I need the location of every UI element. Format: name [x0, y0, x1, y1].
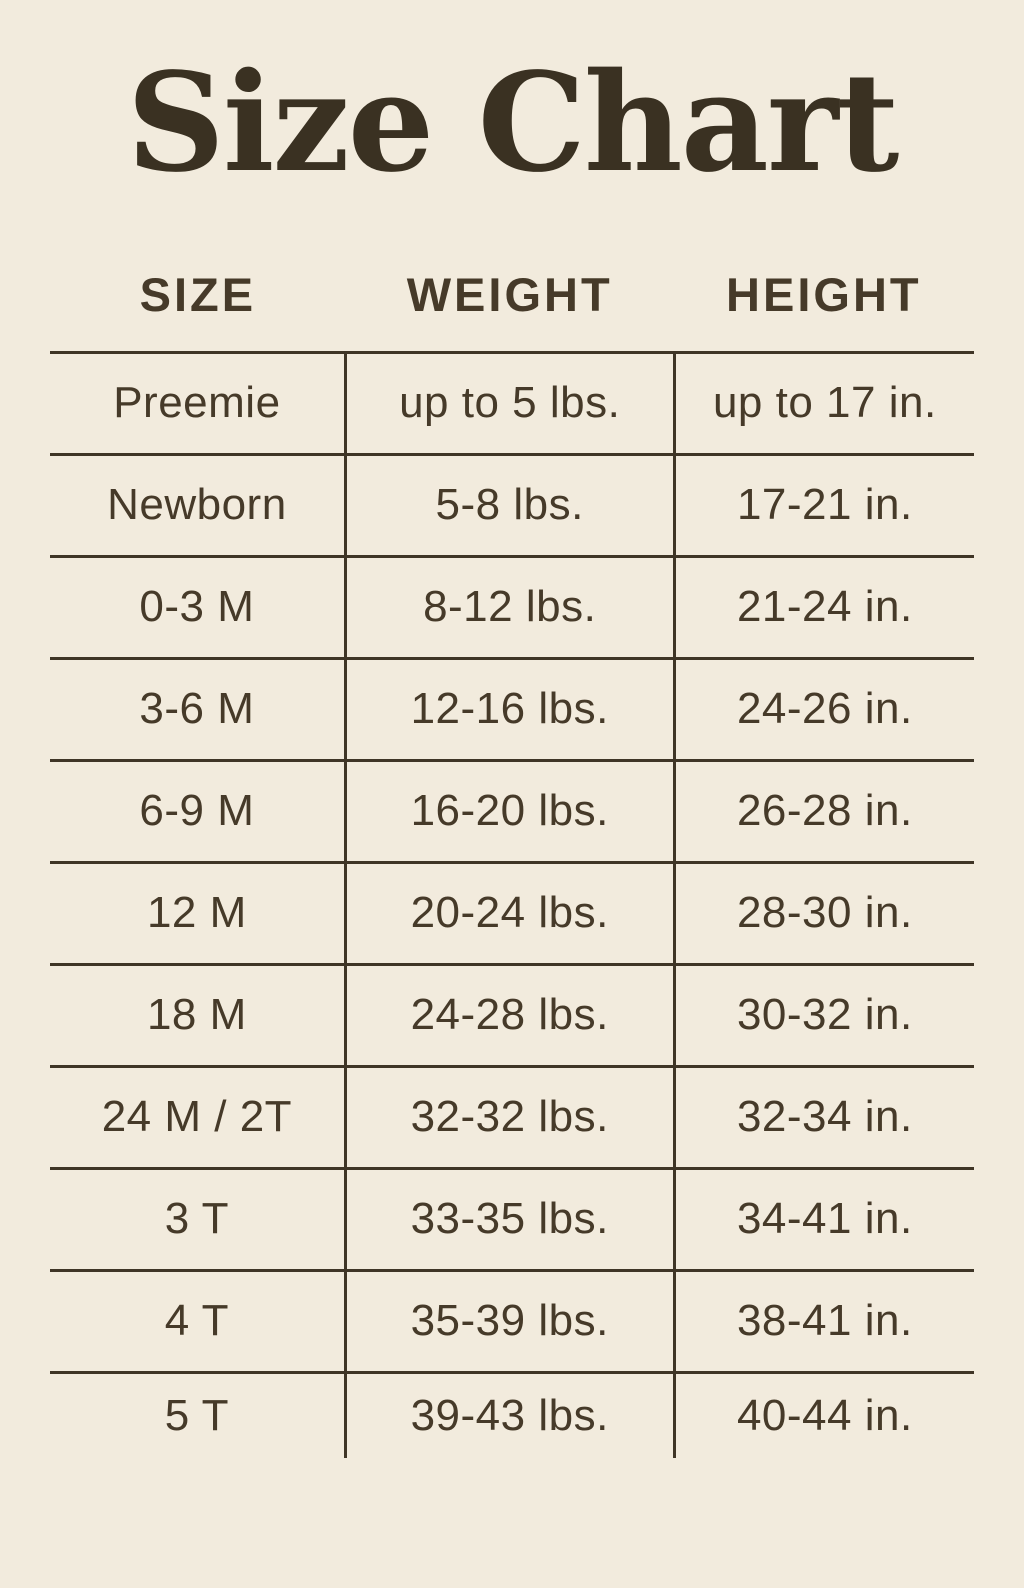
table-body: Preemie up to 5 lbs. up to 17 in. Newborn 5-…	[50, 350, 974, 1458]
size-cell: Preemie	[113, 378, 281, 428]
height-cell: 24-26 in.	[736, 684, 913, 734]
size-cell: 0-3 M	[139, 582, 255, 632]
size-cell: 6-9 M	[139, 786, 255, 836]
column-header-height: HEIGHT	[726, 268, 922, 322]
size-cell: 18 M	[146, 990, 247, 1040]
size-cell: 3 T	[164, 1194, 230, 1244]
table-row: 3 T 33-35 lbs. 34-41 in.	[50, 1166, 974, 1269]
weight-cell: 35-39 lbs.	[343, 1271, 676, 1371]
height-cell: 34-41 in.	[736, 1194, 913, 1244]
weight-cell: 16-20 lbs.	[343, 761, 676, 861]
table-row: 0-3 M 8-12 lbs. 21-24 in.	[50, 554, 974, 657]
size-cell: 12 M	[146, 888, 247, 938]
height-cell: 17-21 in.	[736, 480, 913, 530]
weight-cell: 8-12 lbs.	[343, 557, 676, 657]
height-cell: 28-30 in.	[736, 888, 913, 938]
column-header-size: SIZE	[139, 268, 257, 322]
table-row: 4 T 35-39 lbs. 38-41 in.	[50, 1268, 974, 1371]
table-row: 6-9 M 16-20 lbs. 26-28 in.	[50, 758, 974, 861]
table-header-row: SIZE WEIGHT HEIGHT	[50, 239, 974, 351]
column-header-weight: WEIGHT	[406, 268, 613, 322]
height-cell: up to 17 in.	[712, 378, 937, 428]
weight-cell: up to 5 lbs.	[343, 353, 676, 453]
size-cell: 3-6 M	[139, 684, 255, 734]
weight-cell: 33-35 lbs.	[343, 1169, 676, 1269]
table-row: 3-6 M 12-16 lbs. 24-26 in.	[50, 656, 974, 759]
size-chart-table: SIZE WEIGHT HEIGHT Preemie up to 5 lbs. up…	[50, 239, 974, 1458]
height-cell: 38-41 in.	[736, 1296, 913, 1346]
weight-cell: 5-8 lbs.	[343, 455, 676, 555]
weight-cell: 39-43 lbs.	[343, 1373, 676, 1458]
height-cell: 30-32 in.	[736, 990, 913, 1040]
weight-cell: 12-16 lbs.	[343, 659, 676, 759]
table-row: 24 M / 2T 32-32 lbs. 32-34 in.	[50, 1064, 974, 1167]
page-title: Size Chart	[126, 43, 900, 203]
height-cell: 40-44 in.	[736, 1390, 913, 1440]
table-row: 12 M 20-24 lbs. 28-30 in.	[50, 860, 974, 963]
table-row: 18 M 24-28 lbs. 30-32 in.	[50, 962, 974, 1065]
weight-cell: 20-24 lbs.	[343, 863, 676, 963]
height-cell: 26-28 in.	[736, 786, 913, 836]
height-cell: 21-24 in.	[736, 582, 913, 632]
size-chart-page: Size Chart SIZE WEIGHT HEIGHT Preemie up …	[0, 52, 1024, 1588]
table-row: 5 T 39-43 lbs. 40-44 in.	[50, 1370, 974, 1458]
size-cell: 4 T	[164, 1296, 230, 1346]
size-cell: Newborn	[107, 480, 287, 530]
size-cell: 24 M / 2T	[101, 1092, 293, 1142]
table-row: Preemie up to 5 lbs. up to 17 in.	[50, 350, 974, 453]
weight-cell: 32-32 lbs.	[343, 1067, 676, 1167]
table-row: Newborn 5-8 lbs. 17-21 in.	[50, 452, 974, 555]
size-cell: 5 T	[164, 1390, 230, 1440]
height-cell: 32-34 in.	[736, 1092, 913, 1142]
weight-cell: 24-28 lbs.	[343, 965, 676, 1065]
